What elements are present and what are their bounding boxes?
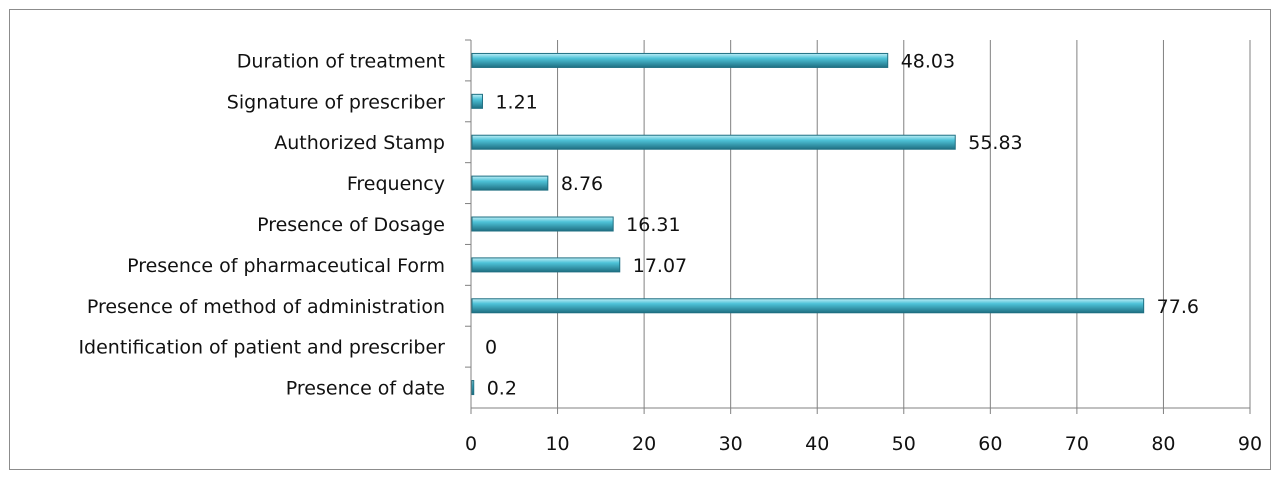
- x-tick-label: 30: [719, 433, 743, 455]
- category-label: Presence of date: [286, 378, 445, 400]
- x-tick-label: 70: [1065, 433, 1089, 455]
- data-label: 16.31: [626, 214, 680, 236]
- x-tick-label: 40: [805, 433, 829, 455]
- category-label: Frequency: [347, 173, 445, 195]
- data-label: 48.03: [901, 50, 955, 72]
- data-label: 77.6: [1157, 296, 1199, 318]
- x-tick-label: 50: [892, 433, 916, 455]
- category-label: Identification of patient and prescriber: [78, 337, 445, 359]
- data-label: 55.83: [968, 132, 1022, 154]
- bar: [471, 298, 1145, 314]
- data-label: 0: [485, 337, 497, 359]
- x-tick-label: 10: [545, 433, 569, 455]
- chart-frame: [9, 9, 1271, 470]
- data-label: 0.2: [487, 378, 517, 400]
- data-label: 8.76: [561, 173, 603, 195]
- x-tick-label: 90: [1238, 433, 1262, 455]
- bar: [471, 257, 621, 273]
- category-label: Presence of pharmaceutical Form: [127, 255, 445, 277]
- category-label: Presence of Dosage: [257, 214, 445, 236]
- category-label: Presence of method of administration: [87, 296, 445, 318]
- bar: [471, 93, 483, 109]
- bar: [471, 52, 889, 68]
- category-label: Signature of prescriber: [227, 91, 445, 113]
- x-tick-label: 20: [632, 433, 656, 455]
- bar: [471, 216, 614, 232]
- data-label: 1.21: [495, 91, 537, 113]
- bar: [471, 134, 956, 150]
- category-label: Authorized Stamp: [274, 132, 445, 154]
- x-tick-label: 80: [1151, 433, 1175, 455]
- x-tick-label: 60: [978, 433, 1002, 455]
- x-tick-label: 0: [465, 433, 477, 455]
- bar: [471, 175, 549, 191]
- bar: [471, 380, 475, 396]
- data-label: 17.07: [633, 255, 687, 277]
- category-label: Duration of treatment: [237, 50, 445, 72]
